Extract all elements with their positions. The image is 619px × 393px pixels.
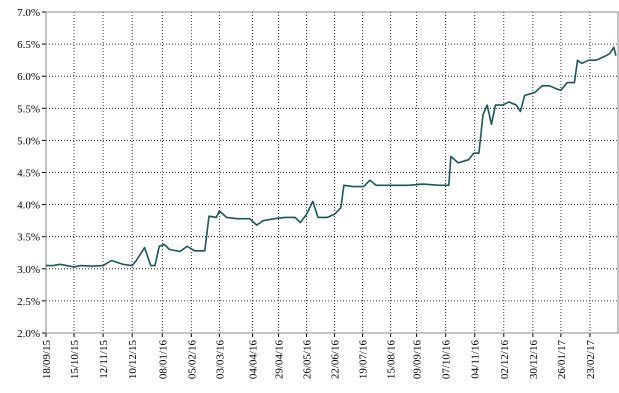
x-tick-label: 26/05/16: [302, 340, 314, 380]
x-tick-label: 09/09/16: [412, 340, 424, 380]
x-tick-label: 04/11/16: [470, 340, 482, 379]
y-tick-label: 2.5%: [17, 296, 40, 308]
y-tick-label: 4.0%: [17, 200, 40, 212]
y-tick-label: 3.0%: [17, 264, 40, 276]
x-tick-label: 08/01/16: [157, 340, 169, 380]
x-tick-label: 22/06/16: [330, 340, 342, 380]
x-tick-label: 23/02/17: [585, 340, 597, 380]
y-tick-label: 3.5%: [17, 232, 40, 244]
x-tick-label: 02/12/16: [499, 340, 511, 380]
x-tick-label: 26/01/17: [556, 340, 568, 380]
plot-frame: [45, 11, 619, 334]
y-tick-label: 7.0%: [17, 7, 40, 19]
y-tick-label: 5.5%: [17, 103, 40, 115]
y-tick-label: 4.5%: [17, 168, 40, 180]
x-tick-label: 18/09/15: [41, 340, 53, 380]
x-tick-label: 12/11/15: [98, 340, 110, 379]
x-tick-label: 05/02/16: [186, 340, 198, 380]
x-tick-label: 30/12/16: [528, 340, 540, 380]
x-tick-label: 29/04/16: [274, 340, 286, 380]
line-series: [46, 46, 617, 268]
x-tick-label: 15/10/15: [69, 340, 81, 380]
y-tick-label: 6.0%: [17, 71, 40, 83]
x-tick-label: 04/04/16: [248, 340, 260, 380]
x-tick-label: 10/12/15: [127, 340, 139, 380]
x-tick-label: 07/10/16: [441, 340, 453, 380]
x-tick-label: 19/07/16: [358, 340, 370, 380]
y-tick-label: 5.0%: [17, 135, 40, 147]
x-tick-label: 03/03/16: [214, 340, 226, 380]
y-tick-label: 2.0%: [17, 328, 40, 340]
x-tick-label: 15/08/16: [386, 340, 398, 380]
y-tick-label: 6.5%: [17, 39, 40, 51]
